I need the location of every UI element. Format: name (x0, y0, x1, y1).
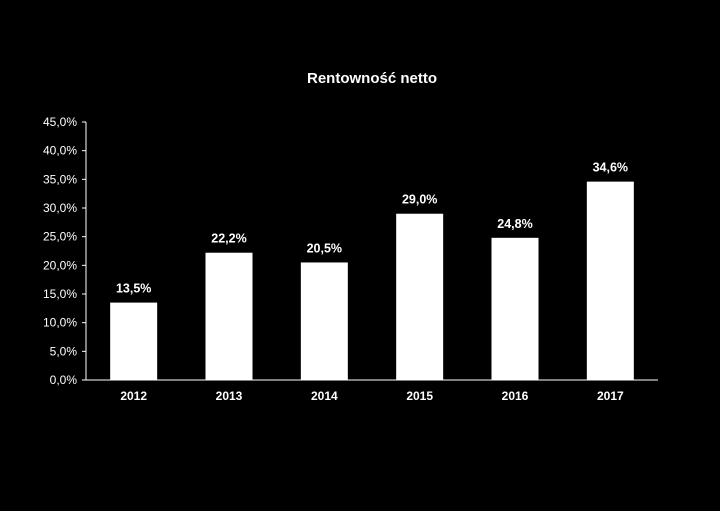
x-tick-label: 2012 (120, 389, 147, 403)
data-label-2017: 34,6% (593, 161, 628, 175)
chart-title: Rentowność netto (307, 70, 437, 87)
bar-2016 (491, 237, 539, 380)
data-label-2016: 24,8% (497, 217, 532, 231)
data-label-2012: 13,5% (116, 282, 151, 296)
y-tick-label: 40,0% (43, 144, 77, 158)
x-tick-label: 2013 (216, 389, 243, 403)
y-axis: 0,0% 5,0% 10,0% 15,0% 20,0% 25,0% 30,0% 35,0% 40… (43, 115, 87, 387)
y-tick-label: 25,0% (43, 230, 77, 244)
bar-2017 (586, 181, 634, 380)
x-tick-label: 2017 (597, 389, 624, 403)
bar-2015 (396, 213, 444, 380)
data-labels: 13,5% 22,2% 20,5% 29,0% 24,8% 34,6% (116, 161, 628, 296)
y-tick-label: 30,0% (43, 201, 77, 215)
y-tick-label: 5,0% (50, 344, 78, 358)
y-tick-label: 45,0% (43, 115, 77, 129)
x-axis: 2012 2013 2014 2015 2016 2017 (86, 379, 658, 403)
bar-2014 (300, 262, 348, 380)
y-tick-label: 0,0% (50, 373, 78, 387)
y-tick-label: 15,0% (43, 287, 77, 301)
x-tick-label: 2016 (502, 389, 529, 403)
bar-2013 (205, 252, 253, 380)
x-tick-label: 2014 (311, 389, 338, 403)
data-label-2014: 20,5% (307, 241, 342, 255)
y-tick-label: 10,0% (43, 316, 77, 330)
y-tick-label: 20,0% (43, 258, 77, 272)
data-label-2013: 22,2% (211, 232, 246, 246)
x-tick-label: 2015 (406, 389, 433, 403)
data-label-2015: 29,0% (402, 193, 437, 207)
bar-2012 (110, 302, 158, 380)
bars (110, 181, 634, 380)
y-tick-label: 35,0% (43, 172, 77, 186)
